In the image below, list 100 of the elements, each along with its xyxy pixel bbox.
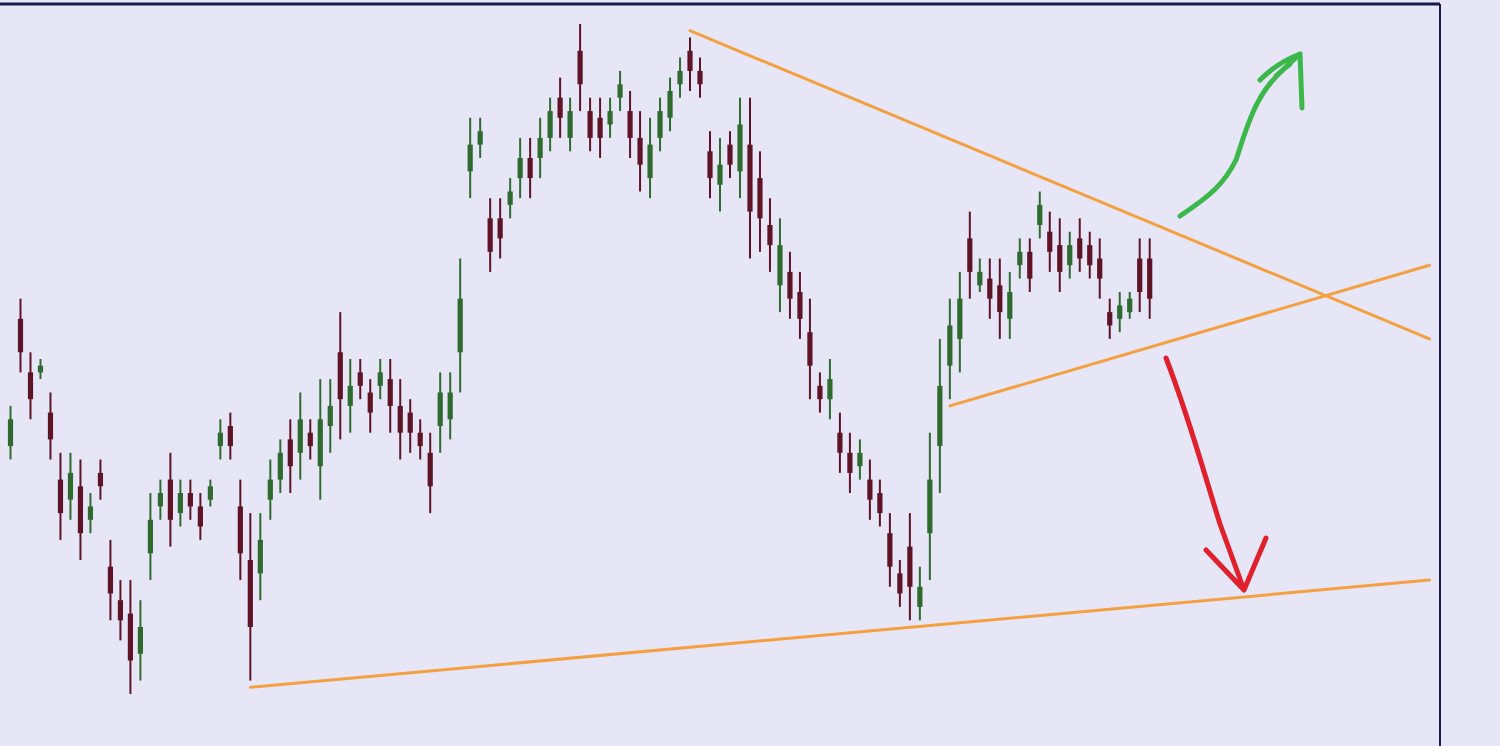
candlestick <box>1007 270 1013 340</box>
candlestick <box>817 371 823 414</box>
candlestick <box>657 96 663 153</box>
candlestick <box>417 418 423 461</box>
candlestick <box>17 297 24 374</box>
candlestick <box>187 478 193 521</box>
candlestick <box>837 411 843 474</box>
candlestick <box>207 478 213 508</box>
candlestick <box>677 56 683 99</box>
candlestick <box>127 579 134 695</box>
candlestick <box>627 90 633 159</box>
candlestick <box>587 96 593 153</box>
candlestick <box>957 270 963 374</box>
candlestick <box>1097 237 1103 300</box>
candlestick <box>947 297 953 401</box>
candlestick <box>737 96 743 200</box>
candlestick <box>287 418 293 494</box>
candlestick <box>777 217 783 314</box>
candlestick <box>597 96 603 159</box>
candlestick <box>107 538 114 622</box>
candlestick <box>1067 230 1073 280</box>
candlestick <box>917 565 923 622</box>
candlestick <box>1037 190 1043 240</box>
candlestick <box>967 210 973 300</box>
candlestick <box>227 411 233 461</box>
candlestick <box>1137 237 1143 314</box>
candlestick <box>517 136 523 200</box>
candlestick <box>687 36 693 92</box>
candlestick <box>727 130 733 180</box>
candlestick <box>437 371 443 454</box>
candlestick <box>87 492 94 535</box>
candlestick <box>167 451 173 548</box>
candlestick <box>527 136 533 200</box>
candlestick <box>707 130 713 200</box>
candlestick <box>497 197 503 260</box>
candlestick <box>997 257 1003 340</box>
candlestick <box>567 96 573 153</box>
candlestick <box>297 391 303 481</box>
candlestick <box>217 418 223 461</box>
candlestick <box>757 150 763 253</box>
candlestick <box>407 398 413 454</box>
candlestick <box>787 250 793 320</box>
candlestick <box>307 418 313 461</box>
candlestick <box>477 116 483 159</box>
candlestick <box>317 378 323 501</box>
candlestick <box>347 358 353 434</box>
candlestick <box>1027 237 1033 293</box>
candlestick <box>77 458 84 561</box>
candlestick <box>1107 297 1113 340</box>
candlestick <box>1017 237 1023 280</box>
candlestick <box>1077 217 1083 273</box>
candlestick <box>367 378 373 434</box>
candlestick <box>697 56 703 99</box>
candlestick <box>987 257 993 320</box>
candlestick <box>277 438 283 494</box>
candlestick <box>667 76 673 133</box>
candlestick <box>847 431 853 494</box>
candlestick <box>327 378 333 454</box>
candlestick <box>197 492 203 541</box>
candlestick <box>977 257 983 293</box>
candlestick <box>337 311 343 441</box>
candlestick <box>267 458 273 521</box>
candlestick <box>577 23 583 113</box>
candlestick <box>357 358 363 401</box>
candlestick <box>257 512 263 602</box>
candlestick <box>807 297 813 401</box>
candlestick <box>907 512 913 622</box>
candlestick <box>57 451 64 541</box>
candlestick <box>1087 230 1093 280</box>
candlestick <box>647 116 653 200</box>
candlestick <box>487 197 493 273</box>
candlestick <box>637 110 643 193</box>
candlestick <box>857 438 863 481</box>
candlestick <box>537 116 543 180</box>
candlestick <box>397 378 403 461</box>
candlestick <box>27 351 34 421</box>
candlestick <box>607 96 613 139</box>
candlestick <box>1127 291 1133 320</box>
candlestick <box>1117 291 1123 334</box>
candlestick <box>1147 237 1153 320</box>
candlestick <box>547 96 553 153</box>
candlestick <box>797 270 803 340</box>
candlestick <box>617 69 623 113</box>
candlestick <box>557 76 563 139</box>
candlestick <box>147 492 153 582</box>
candlestick <box>717 136 723 213</box>
candlestick <box>97 458 104 501</box>
candlestick <box>377 358 383 401</box>
candlestick <box>827 358 833 421</box>
candlestick <box>137 599 143 682</box>
candlestick <box>47 391 54 461</box>
candlestick <box>447 371 453 441</box>
candlestick <box>887 512 893 588</box>
candlestick <box>1047 210 1053 273</box>
candlestick <box>237 478 243 582</box>
candlestick <box>1057 217 1063 293</box>
candlestick <box>507 177 513 220</box>
candlestick <box>897 559 903 608</box>
candlestick <box>867 458 873 521</box>
candlestick <box>67 451 74 521</box>
